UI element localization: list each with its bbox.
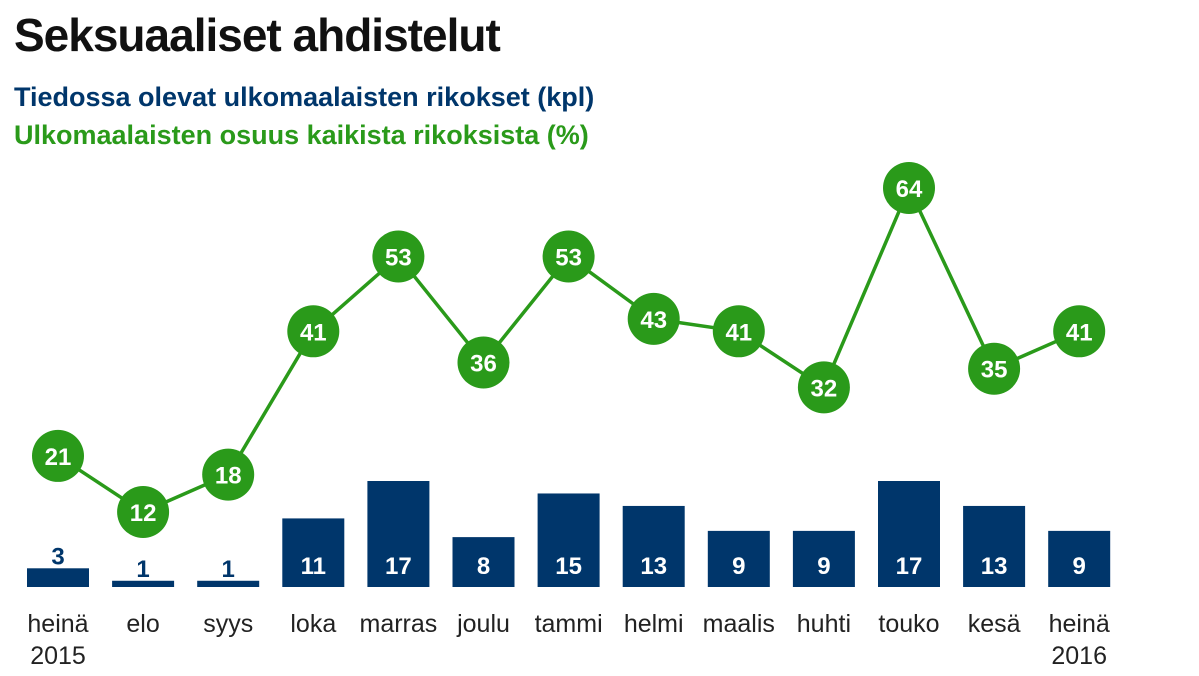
bar	[367, 481, 430, 587]
legend-line-series: Ulkomaalaisten osuus kaikista rikoksista…	[14, 120, 589, 150]
bar-value-label: 1	[136, 556, 149, 583]
x-tick-label: kesä	[968, 610, 1021, 638]
line-value-label: 18	[215, 463, 242, 490]
chart-title: Seksuaaliset ahdistelut	[14, 9, 501, 61]
bar	[1048, 530, 1111, 587]
x-axis-labels: heinä 2015 elo syys loka marras joulu tammi helm…	[27, 610, 1109, 670]
line-marker	[287, 305, 340, 358]
bar-value-label: 15	[555, 553, 582, 580]
line-marker	[883, 162, 935, 214]
bar	[792, 530, 855, 587]
line-value-label: 35	[981, 357, 1008, 384]
x-tick-label: huhti	[797, 610, 851, 638]
x-tick-label: heinä 2015	[27, 610, 88, 670]
bar	[197, 580, 260, 587]
line-value-label: 32	[811, 375, 838, 402]
legend-bar-series: Tiedossa olevat ulkomaalaisten rikokset …	[14, 82, 595, 112]
line-value-label: 41	[725, 319, 752, 346]
bar-value-label: 8	[477, 553, 490, 580]
x-tick-label: maalis	[703, 610, 775, 638]
markers-layer: 21 12 18 41 53 36 53 43 41 32 64 35 41	[32, 162, 1106, 538]
line-value-label: 53	[555, 245, 582, 272]
bar-value-label: 13	[640, 553, 667, 580]
line-marker	[712, 305, 765, 358]
bar-value-label: 17	[385, 553, 412, 580]
line-marker	[1053, 305, 1106, 358]
bar-value-label: 11	[301, 553, 326, 580]
line-value-label: 21	[45, 444, 72, 471]
line-marker	[968, 342, 1021, 395]
line-marker	[457, 336, 510, 389]
line-marker	[202, 448, 255, 501]
bar	[282, 518, 345, 587]
bar-value-label: 9	[1073, 553, 1086, 580]
line-marker	[542, 230, 595, 283]
bar-value-label: 9	[732, 553, 745, 580]
bars-layer: 3 1 1 11 17 8 15 13 9 9 17 13 9	[27, 481, 1111, 587]
bar	[452, 537, 515, 587]
bar-value-label: 17	[896, 553, 923, 580]
x-tick-label: marras	[360, 610, 438, 638]
bar	[707, 530, 770, 587]
bar-value-label: 13	[981, 553, 1008, 580]
line-marker	[797, 361, 850, 414]
line-value-label: 41	[300, 319, 327, 346]
x-tick-label: elo	[126, 610, 159, 638]
line-value-label: 43	[640, 307, 667, 334]
x-tick-label: joulu	[456, 610, 510, 638]
line-marker	[372, 230, 425, 283]
bar	[537, 493, 600, 587]
line-value-label: 36	[470, 350, 497, 377]
bar	[963, 505, 1026, 587]
line-value-label: 64	[896, 176, 923, 203]
x-tick-label: tammi	[535, 610, 603, 638]
line-marker	[627, 292, 680, 345]
bar-value-label: 1	[222, 556, 235, 583]
bar	[27, 568, 89, 587]
x-tick-label: touko	[878, 610, 939, 638]
line-value-label: 41	[1066, 319, 1093, 346]
line-value-label: 12	[130, 500, 157, 527]
x-tick-label: heinä 2016	[1049, 610, 1110, 670]
bar	[112, 580, 175, 587]
bar-value-label: 9	[817, 553, 830, 580]
bar	[622, 505, 685, 587]
bar-value-label: 3	[51, 543, 64, 570]
line-value-label: 53	[385, 245, 412, 272]
x-tick-label: syys	[203, 610, 253, 638]
bar	[878, 481, 940, 587]
x-tick-label: loka	[290, 610, 336, 638]
line-marker	[117, 486, 170, 538]
line-marker	[32, 429, 84, 482]
x-tick-label: helmi	[624, 610, 684, 638]
